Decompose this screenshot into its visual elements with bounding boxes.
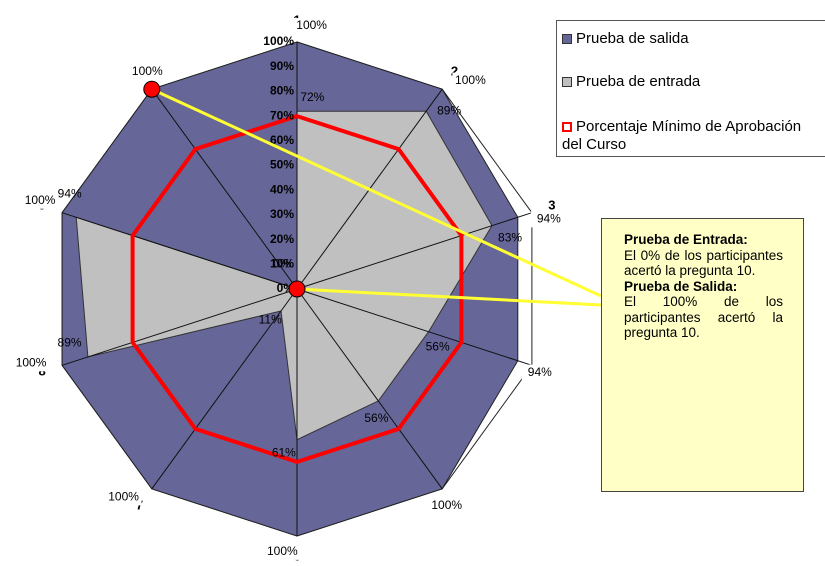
data-label-salida: 100%: [431, 498, 462, 512]
legend: Prueba de salida Prueba de entrada Porce…: [556, 20, 825, 157]
note-text-entrada: El 0% de los participantes acertó la pre…: [624, 247, 783, 279]
data-label-bg: [428, 498, 465, 514]
data-label-bg: [521, 364, 558, 381]
highlight-marker-salida-q10: [143, 80, 161, 98]
radial-tick-label: 30%: [270, 207, 294, 221]
data-label-bg: [452, 72, 489, 89]
data-label-salida: 94%: [528, 365, 552, 379]
data-label-entrada: 89%: [58, 335, 82, 349]
data-label-entrada: 83%: [498, 230, 522, 244]
data-label-entrada: 61%: [272, 445, 296, 459]
radial-tick-label: 10%: [270, 256, 294, 270]
note-title-entrada: Prueba de Entrada:: [624, 232, 748, 247]
legend-label-salida: Prueba de salida: [576, 30, 689, 47]
legend-swatch-minimo: [562, 122, 572, 132]
radar-spoke: [151, 88, 298, 290]
data-label-entrada: 89%: [437, 104, 461, 118]
legend-label-minimo-line2: del Curso: [562, 136, 627, 153]
radar-spoke: [296, 288, 443, 490]
callout-line-salida: [151, 87, 602, 298]
note-title-salida: Prueba de Salida:: [624, 278, 738, 294]
data-label-bg: [264, 543, 301, 560]
category-label: 2: [451, 64, 458, 79]
callout-line-entrada: [296, 287, 602, 307]
radar-spoke: [296, 288, 533, 366]
data-label-bg: [293, 18, 330, 35]
data-label-bg: [530, 211, 567, 228]
highlight-marker-entrada-q10: [288, 280, 306, 298]
legend-label-minimo-line1: Porcentaje Mínimo de Aprobación: [576, 118, 802, 135]
data-label-bg: [129, 64, 166, 80]
data-label-salida: 100%: [132, 64, 163, 78]
legend-label-entrada: Prueba de entrada: [576, 73, 701, 90]
data-label-salida: 100%: [296, 18, 327, 32]
radial-tick-label: 70%: [270, 108, 294, 122]
radial-tick-label: 100%: [263, 34, 294, 48]
callout-note: Prueba de Entrada: El 0% de los particip…: [601, 218, 804, 492]
data-label-entrada: 72%: [300, 90, 324, 104]
legend-swatch-salida: [562, 34, 572, 44]
category-label: 3: [548, 198, 555, 213]
series-minimo-line: [130, 113, 464, 465]
radar-spoke: [61, 288, 298, 366]
radial-tick-label: 40%: [270, 182, 294, 196]
data-label-salida: 100%: [108, 490, 139, 504]
radial-tick-label: 60%: [270, 133, 294, 147]
data-label-entrada: 0%: [273, 257, 291, 271]
data-label-bg: [22, 192, 59, 209]
data-label-entrada: 56%: [364, 411, 388, 425]
data-label-salida: 94%: [537, 211, 561, 225]
data-label-salida: 100%: [455, 73, 486, 87]
data-label-salida: 100%: [25, 193, 56, 207]
data-label-salida: 100%: [16, 355, 47, 369]
data-label-bg: [105, 489, 142, 506]
data-label-entrada: 11%: [259, 312, 282, 326]
data-label-salida: 100%: [267, 544, 298, 558]
radar-spoke: [296, 212, 533, 290]
radar-spoke: [61, 212, 298, 290]
data-label-bg: [13, 355, 50, 372]
radial-tick-label: 90%: [270, 59, 294, 73]
data-label-entrada: 94%: [58, 187, 82, 201]
radar-spoke: [151, 288, 298, 490]
radial-tick-label: 20%: [270, 232, 294, 246]
radial-tick-label: 80%: [270, 84, 294, 98]
data-label-entrada: 56%: [426, 340, 450, 354]
radial-tick-label: 50%: [270, 158, 294, 172]
legend-swatch-entrada: [562, 77, 572, 87]
note-text-salida: El 100% de los participantes acertó la p…: [624, 294, 783, 340]
